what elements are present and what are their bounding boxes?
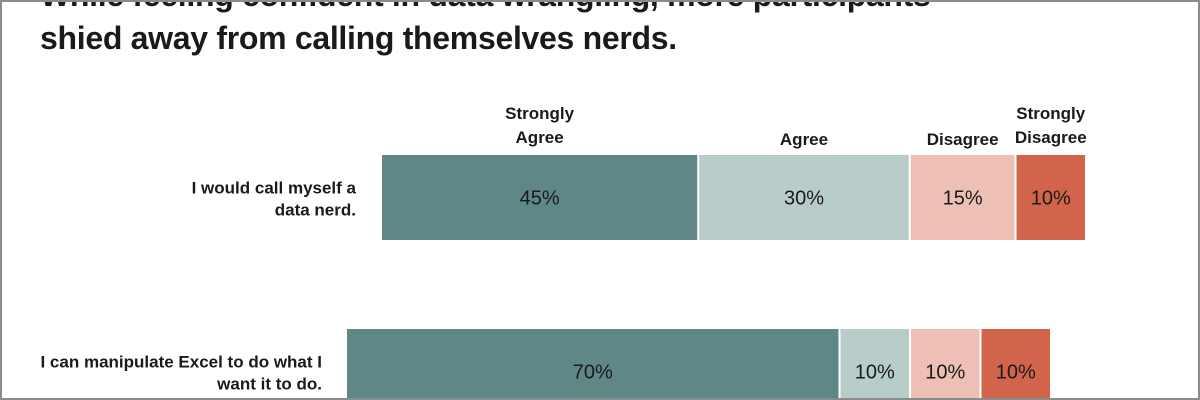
value-label-disagree-row-2: 10%	[925, 362, 965, 384]
bar-segment-strongly-agree-row-1	[382, 155, 698, 240]
chart-title-line-1: While feeling confident in data wranglin…	[40, 2, 1040, 15]
value-label-strongly-disagree-row-1: 10%	[1031, 188, 1071, 210]
value-label-disagree-row-1: 15%	[943, 188, 983, 210]
value-label-agree-row-1: 30%	[784, 188, 824, 210]
value-label-agree-row-2: 10%	[855, 362, 895, 384]
bar-segment-strongly-disagree-row-2	[981, 329, 1050, 398]
bar-segment-disagree-row-1	[910, 155, 1015, 240]
bar-segment-agree-row-2	[840, 329, 909, 398]
bar-segment-agree-row-1	[699, 155, 909, 240]
chart-title-line-2: shied away from calling themselves nerds…	[40, 20, 677, 56]
bar-segment-strongly-agree-row-2	[347, 329, 839, 398]
value-label-strongly-agree-row-2: 70%	[573, 362, 613, 384]
row-label-1: I would call myself a data nerd.	[192, 179, 357, 220]
legend-label-strongly-disagree: Strongly Disagree	[1015, 104, 1087, 147]
legend-label-disagree: Disagree	[927, 130, 999, 149]
bar-segment-disagree-row-2	[911, 329, 980, 398]
value-label-strongly-disagree-row-2: 10%	[996, 362, 1036, 384]
value-label-strongly-agree-row-1: 45%	[520, 188, 560, 210]
legend-label-agree: Agree	[780, 130, 828, 149]
legend-label-strongly-agree: Strongly Agree	[505, 104, 574, 147]
bar-segment-strongly-disagree-row-1	[1016, 155, 1085, 240]
